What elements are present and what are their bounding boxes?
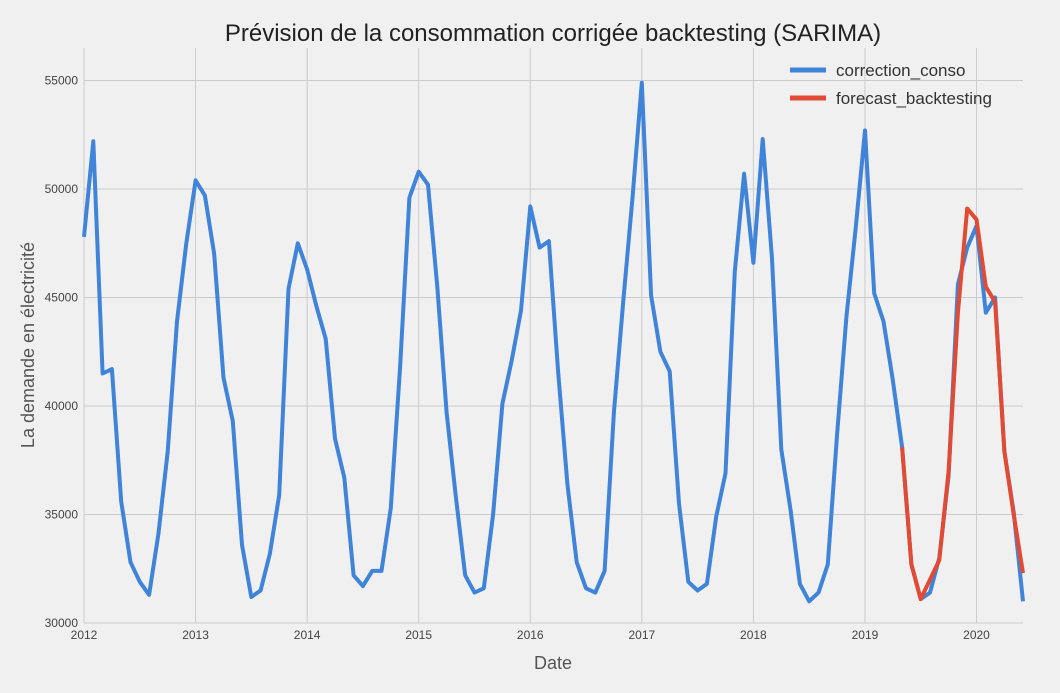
y-tick-label: 55000 — [45, 74, 79, 88]
x-tick-label: 2017 — [628, 628, 655, 642]
series-lines — [82, 80, 1025, 604]
x-axis-label: Date — [534, 653, 572, 673]
legend-label-correction-conso: correction_conso — [836, 61, 965, 80]
y-tick-label: 35000 — [45, 508, 79, 522]
series-line-forecast-backtesting — [900, 206, 1025, 602]
legend: correction_conso forecast_backtesting — [790, 61, 992, 108]
x-tick-label: 2015 — [405, 628, 432, 642]
x-tick-label: 2020 — [963, 628, 990, 642]
legend-label-forecast-backtesting: forecast_backtesting — [836, 89, 992, 108]
x-tick-label: 2012 — [71, 628, 98, 642]
x-tick-label: 2014 — [294, 628, 321, 642]
y-tick-label: 45000 — [45, 291, 79, 305]
series-line-correction-conso — [82, 80, 1025, 604]
x-axis-ticks: 2012 2013 2014 2015 2016 2017 2018 2019 2020 — [71, 628, 991, 642]
x-tick-label: 2019 — [852, 628, 879, 642]
y-tick-label: 40000 — [45, 399, 79, 413]
x-tick-label: 2016 — [517, 628, 544, 642]
y-tick-label: 50000 — [45, 182, 79, 196]
x-tick-label: 2018 — [740, 628, 767, 642]
x-tick-label: 2013 — [182, 628, 209, 642]
y-axis-label: La demande en électricité — [18, 242, 38, 448]
chart-title: Prévision de la consommation corrigée ba… — [225, 20, 881, 47]
y-axis-ticks: 30000 35000 40000 45000 50000 55000 — [45, 74, 79, 630]
y-tick-label: 30000 — [45, 616, 79, 630]
